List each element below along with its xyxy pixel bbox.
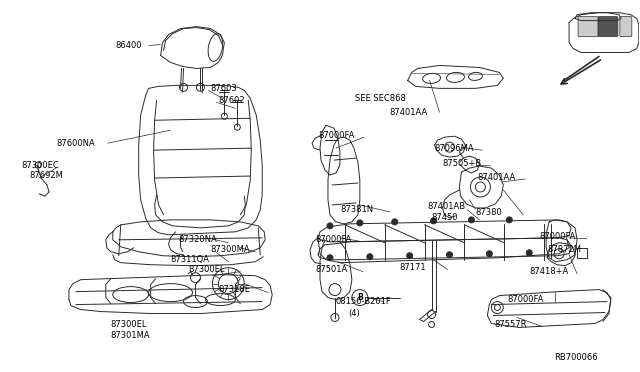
Text: 87872M: 87872M bbox=[547, 245, 581, 254]
Text: 87000FA: 87000FA bbox=[539, 232, 575, 241]
Circle shape bbox=[431, 218, 436, 224]
Text: 87600NA: 87600NA bbox=[56, 139, 95, 148]
Text: 87301MA: 87301MA bbox=[111, 331, 150, 340]
FancyBboxPatch shape bbox=[598, 17, 618, 36]
Text: 87602: 87602 bbox=[218, 96, 245, 105]
Circle shape bbox=[486, 251, 492, 257]
Text: 87000FA: 87000FA bbox=[315, 235, 351, 244]
Text: RB700066: RB700066 bbox=[554, 353, 598, 362]
Text: SEE SEC868: SEE SEC868 bbox=[355, 94, 406, 103]
Text: 86400: 86400 bbox=[116, 41, 142, 50]
Text: 87381N: 87381N bbox=[340, 205, 373, 214]
Text: 87300EL: 87300EL bbox=[189, 265, 225, 274]
Circle shape bbox=[506, 217, 512, 223]
Text: 87171: 87171 bbox=[400, 263, 426, 272]
Text: 87401AB: 87401AB bbox=[428, 202, 466, 211]
FancyBboxPatch shape bbox=[620, 17, 632, 36]
Text: 87311QA: 87311QA bbox=[171, 255, 209, 264]
Text: 87320NA: 87320NA bbox=[179, 235, 218, 244]
Text: 87501A: 87501A bbox=[315, 265, 348, 274]
Text: B: B bbox=[357, 293, 363, 302]
Text: 87096MA: 87096MA bbox=[435, 144, 474, 153]
Text: 87380: 87380 bbox=[476, 208, 502, 217]
Text: 87557R: 87557R bbox=[494, 320, 527, 329]
Text: 87000FA: 87000FA bbox=[318, 131, 355, 140]
Text: 87300EL: 87300EL bbox=[111, 320, 147, 329]
Circle shape bbox=[327, 255, 333, 261]
Circle shape bbox=[468, 217, 474, 223]
Text: 08156-B201F: 08156-B201F bbox=[336, 297, 392, 306]
Text: 87692M: 87692M bbox=[29, 170, 63, 180]
Circle shape bbox=[357, 220, 363, 226]
Circle shape bbox=[367, 254, 373, 260]
Text: 87401AA: 87401AA bbox=[390, 108, 428, 117]
Text: 87603: 87603 bbox=[211, 84, 237, 93]
Text: 87000FA: 87000FA bbox=[508, 295, 543, 304]
Text: 87418+A: 87418+A bbox=[529, 267, 568, 276]
Text: (4): (4) bbox=[348, 309, 360, 318]
Text: 87401AA: 87401AA bbox=[477, 173, 516, 182]
Circle shape bbox=[526, 250, 532, 256]
Text: 87300MA: 87300MA bbox=[211, 245, 250, 254]
Circle shape bbox=[392, 219, 397, 225]
Circle shape bbox=[327, 223, 333, 229]
Text: 87318E: 87318E bbox=[218, 285, 250, 294]
Text: 87300EC: 87300EC bbox=[21, 161, 59, 170]
FancyBboxPatch shape bbox=[578, 17, 598, 36]
Text: 87505+B: 87505+B bbox=[442, 158, 482, 167]
Text: 87450: 87450 bbox=[431, 214, 458, 222]
Circle shape bbox=[406, 253, 413, 259]
Circle shape bbox=[447, 252, 452, 258]
